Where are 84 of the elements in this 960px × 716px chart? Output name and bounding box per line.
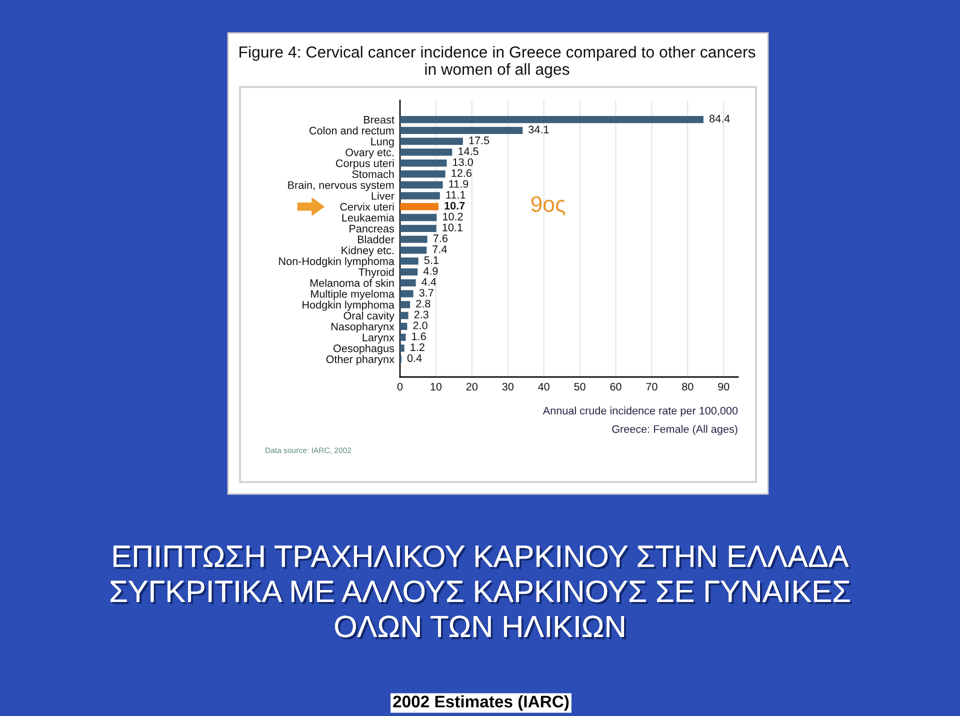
- y-tick-label: Stomach: [352, 170, 394, 178]
- bar: [400, 126, 523, 134]
- bar: [400, 257, 418, 265]
- bar: [400, 160, 447, 167]
- data-label: 2.0: [413, 322, 428, 330]
- data-label: 10.7: [444, 202, 465, 210]
- x-tick-label: 10: [430, 382, 442, 391]
- x-tick-label: 30: [502, 382, 514, 391]
- data-label: 2.8: [416, 300, 430, 308]
- data-label: 3.7: [419, 288, 434, 297]
- y-tick-label: Colon and rectum: [309, 126, 394, 134]
- bar: [400, 214, 437, 222]
- bar: [400, 236, 428, 243]
- y-tick-label: Other pharynx: [326, 355, 394, 366]
- data-label: 10.1: [442, 224, 462, 232]
- data-label: 13.0: [453, 158, 473, 166]
- y-tick-label: Leukaemia: [342, 214, 394, 222]
- x-axis-title: Annual crude incidence rate per 100,000: [542, 406, 738, 417]
- bar: [400, 279, 416, 286]
- bar: [400, 322, 408, 330]
- y-tick-label: Kidney etc.: [342, 246, 394, 256]
- data-label: 7.6: [433, 234, 448, 242]
- y-tick-label: Oral cavity: [344, 312, 394, 322]
- y-tick-label: Nasopharynx: [332, 322, 394, 333]
- bar: [400, 268, 418, 276]
- x-tick-label: 40: [538, 382, 550, 391]
- bar: [400, 312, 408, 320]
- data-label: 2.3: [414, 310, 428, 318]
- y-tick-label: Cervix uteri: [340, 202, 394, 211]
- x-tick-label: 80: [682, 382, 694, 391]
- text: Greece: Female (All ages): [612, 424, 738, 436]
- y-tick-label: Liver: [372, 192, 394, 200]
- y-tick-label: Corpus uteri: [336, 159, 394, 170]
- y-tick-label: Breast: [364, 116, 394, 124]
- y-tick-label: Multiple myeloma: [311, 290, 394, 300]
- data-label: 11.9: [449, 180, 468, 188]
- data-label: 11.1: [446, 191, 466, 199]
- bar: [400, 344, 404, 352]
- bar: [400, 148, 452, 156]
- data-label: 34.1: [528, 126, 549, 134]
- y-tick-label: Pancreas: [350, 224, 394, 232]
- bar: [400, 181, 443, 188]
- y-tick-label: Oesophagus: [334, 344, 394, 354]
- y-tick-label: Thyroid: [358, 268, 394, 278]
- data-label: 84.4: [710, 114, 730, 122]
- data-label: 14.5: [458, 148, 478, 156]
- bar: [400, 334, 406, 341]
- x-tick-label: 70: [646, 382, 658, 391]
- text: 2002 Estimates (IARC): [393, 695, 569, 711]
- bar: [400, 138, 463, 145]
- bar: [400, 192, 440, 200]
- y-tick-label: Ovary etc.: [346, 148, 394, 158]
- x-tick-label: 90: [718, 382, 730, 391]
- y-tick-label: Lung: [371, 138, 394, 148]
- y-tick-label: Non-Hodgkin lymphoma: [279, 257, 394, 268]
- y-tick-label: Melanoma of skin: [310, 278, 394, 287]
- bar: [400, 224, 436, 232]
- data-label: 1.2: [410, 343, 424, 351]
- data-label: 4.4: [422, 278, 436, 286]
- y-tick-label: Brain, nervous system: [288, 180, 394, 192]
- bar: [400, 246, 427, 254]
- bar: [400, 290, 414, 298]
- text: ΕΠΙΠΤΩΣΗ ΤΡΑΧΗΛΙΚΟΥ ΚΑΡΚΙΝΟΥ ΣΤΗΝ ΕΛΛΑΔΑ ΣΥΓΚΡΙΤΙΚΑ ΜΕ ΑΛΛΟΥΣ ΚΑΡΚΙΝΟΥΣ ΣΕ ΓΥΝΑΙΚΕΣ ΟΛΩΝ ΤΩΝ ΗΛΙΚΙΩΝ: [110, 545, 852, 640]
- data-label: 5.1: [424, 256, 438, 264]
- data-label: 4.9: [423, 267, 438, 275]
- x-tick-label: 50: [574, 382, 586, 391]
- bar: [400, 301, 410, 308]
- annotation: 9ος: [531, 196, 566, 216]
- bar: [400, 203, 438, 210]
- bar: [400, 116, 704, 124]
- data-label: 12.6: [452, 169, 472, 177]
- x-tick-label: 20: [466, 382, 478, 391]
- bar: [400, 170, 446, 178]
- data-label: 7.4: [432, 246, 447, 253]
- data-label: 10.2: [443, 212, 463, 220]
- x-tick-label: 60: [610, 382, 622, 391]
- chart-title: Figure 4: Cervical cancer incidence in Greece compared to other cancers in women of all ages: [240, 46, 756, 78]
- y-tick-label: Larynx: [362, 334, 394, 344]
- y-tick-label: Hodgkin lymphoma: [302, 300, 394, 311]
- x-tick-label: 0: [397, 382, 403, 391]
- data-label: 17.5: [469, 136, 490, 144]
- data-label: 0.4: [407, 354, 422, 362]
- y-tick-label: Bladder: [358, 235, 394, 244]
- data-label: 1.6: [412, 332, 426, 340]
